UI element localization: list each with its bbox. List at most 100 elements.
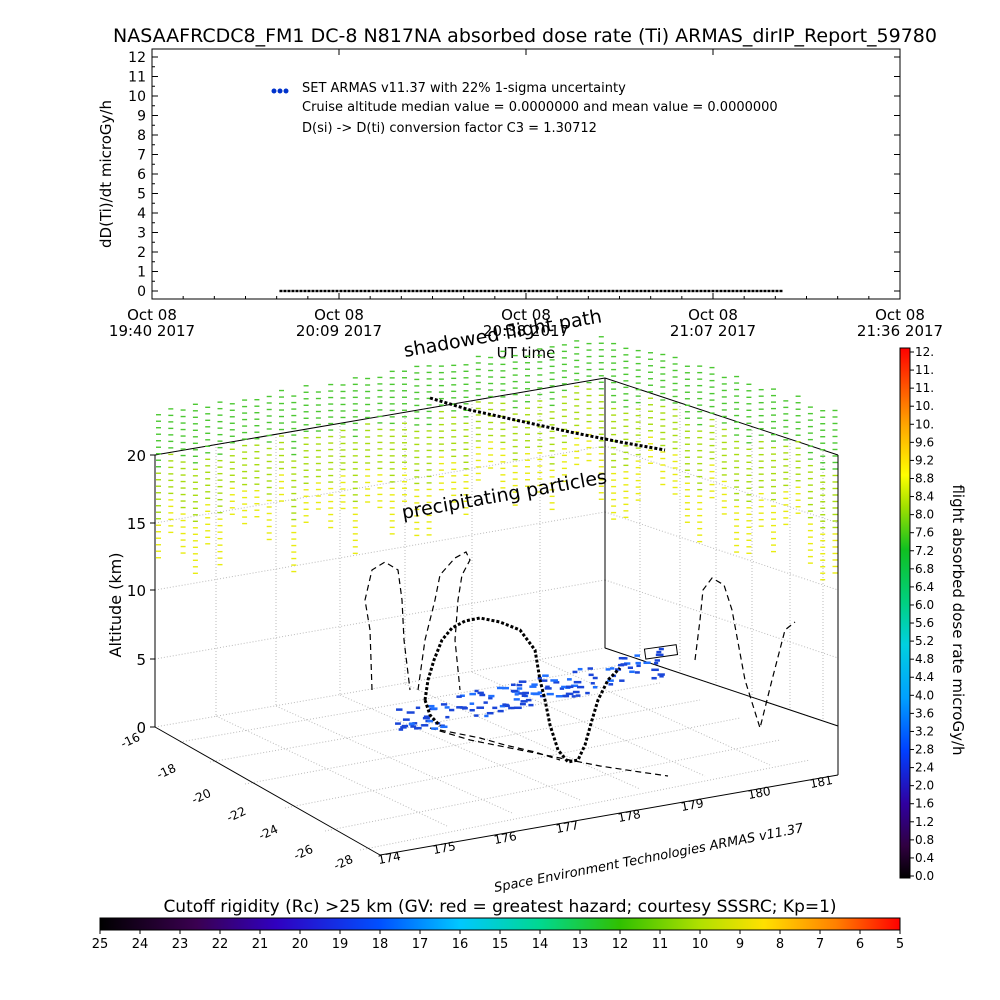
colorbar-tick-label: 8.4: [915, 490, 934, 504]
data-point: [323, 289, 327, 293]
data-point: [351, 289, 355, 293]
data-point: [747, 289, 751, 293]
low-dose-point: [573, 680, 582, 684]
data-point: [779, 289, 783, 293]
low-dose-point: [499, 704, 506, 708]
altitude-ticks: 0 5 10 15 20: [127, 447, 155, 737]
data-point: [619, 289, 623, 293]
data-point: [447, 289, 451, 293]
altitude-tick-label: 15: [127, 515, 146, 533]
data-point: [531, 289, 535, 293]
low-dose-point: [555, 694, 563, 698]
low-dose-point: [609, 667, 615, 670]
low-dose-point: [479, 693, 486, 697]
grid-back-wall: [154, 377, 606, 728]
low-dose-point: [510, 683, 516, 687]
data-point: [599, 289, 603, 293]
data-point: [435, 289, 439, 293]
longitude-tick-label: 174: [377, 849, 402, 867]
data-point: [459, 289, 463, 293]
low-dose-point: [474, 714, 479, 717]
colorbar-tick-label: 10.: [915, 417, 934, 431]
data-point: [635, 289, 639, 293]
low-dose-point: [577, 667, 583, 671]
data-point: [523, 289, 527, 293]
rigidity-tick-label: 24: [132, 937, 149, 952]
data-point: [651, 289, 655, 293]
low-dose-point: [431, 707, 438, 710]
rigidity-tick-label: 15: [492, 937, 509, 952]
low-dose-point: [427, 704, 435, 708]
data-point: [515, 289, 519, 293]
data-point: [367, 289, 371, 293]
colorbar-ticks: 0.0 0.4 0.8 1.2 1.6 2.0 2.4 2.8 3.2 3.6 4.0 4.4 4.8 5…: [910, 345, 934, 883]
data-point: [347, 289, 351, 293]
rigidity-tick-label: 16: [452, 937, 469, 952]
low-dose-point: [440, 703, 448, 706]
rigidity-tick-label: 11: [652, 937, 669, 952]
low-dose-point: [550, 679, 559, 682]
data-point: [623, 289, 627, 293]
low-dose-point: [528, 703, 534, 707]
low-dose-point: [516, 687, 523, 690]
low-dose-point: [537, 676, 542, 680]
data-point: [299, 289, 303, 293]
low-dose-point: [483, 701, 488, 704]
altitude-tick-label: 10: [127, 582, 146, 600]
data-point: [547, 289, 551, 293]
data-point: [375, 289, 379, 293]
longitude-tick-label: 180: [747, 784, 772, 802]
data-point: [315, 289, 319, 293]
low-dose-point: [566, 685, 574, 689]
low-dose-point: [572, 690, 580, 694]
y-tick-label: 0: [137, 284, 146, 300]
legend-label: SET ARMAS v11.37 with 22% 1-sigma uncert…: [302, 81, 626, 96]
low-dose-point: [519, 702, 526, 706]
low-dose-point: [502, 686, 509, 690]
x-tick-label-date: Oct 08: [501, 306, 551, 324]
y-tick-label: 11: [128, 70, 146, 86]
low-dose-point: [484, 714, 489, 718]
low-dose-point: [456, 706, 463, 709]
low-dose-point: [559, 687, 565, 690]
colorbar-tick-label: 8.8: [915, 471, 934, 485]
data-point: [707, 289, 711, 293]
data-point: [559, 289, 563, 293]
rigidity-tick-label: 17: [412, 937, 429, 952]
low-dose-point: [474, 689, 479, 693]
data-point: [695, 289, 699, 293]
rigidity-tick-label: 6: [856, 937, 864, 952]
low-dose-point: [659, 675, 664, 678]
colorbar-tick-label: 7.6: [915, 526, 934, 540]
low-dose-point: [655, 653, 664, 657]
low-dose-point: [497, 686, 505, 690]
low-dose-point: [469, 708, 475, 712]
longitude-ticks: 174 175 176 177 178 179 180 181: [377, 773, 834, 867]
data-point: [339, 289, 343, 293]
colorbar-tick-label: 8.0: [915, 508, 934, 522]
colorbar-tick-label: 0.8: [915, 833, 934, 847]
y-axis-label: dD(Ti)/dt microGy/h: [97, 100, 115, 248]
low-dose-point: [572, 670, 578, 674]
y-tick-label: 7: [137, 148, 146, 164]
low-dose-point: [488, 694, 495, 698]
low-dose-point: [401, 724, 408, 728]
data-point: [407, 289, 411, 293]
low-dose-point: [545, 685, 550, 689]
low-dose-point: [553, 681, 560, 684]
legend-marker: [283, 88, 289, 94]
data-point: [687, 289, 691, 293]
longitude-tick-label: 175: [432, 839, 457, 857]
data-point: [703, 289, 707, 293]
y-tick-label: 6: [137, 167, 146, 183]
low-dose-point: [415, 706, 421, 710]
low-dose-point: [657, 673, 665, 676]
cutoff-rigidity-bar: Cutoff rigidity (Rc) >25 km (GV: red = g…: [92, 897, 904, 952]
data-point: [555, 289, 559, 293]
low-dose-point: [654, 659, 660, 662]
low-dose-point: [629, 670, 635, 674]
low-dose-point: [445, 715, 450, 719]
low-dose-point: [488, 696, 493, 700]
data-point: [587, 289, 591, 293]
dose-colorbar: 0.0 0.4 0.8 1.2 1.6 2.0 2.4 2.8 3.2 3.6 4.0 4.4 4.8 5…: [899, 345, 967, 883]
